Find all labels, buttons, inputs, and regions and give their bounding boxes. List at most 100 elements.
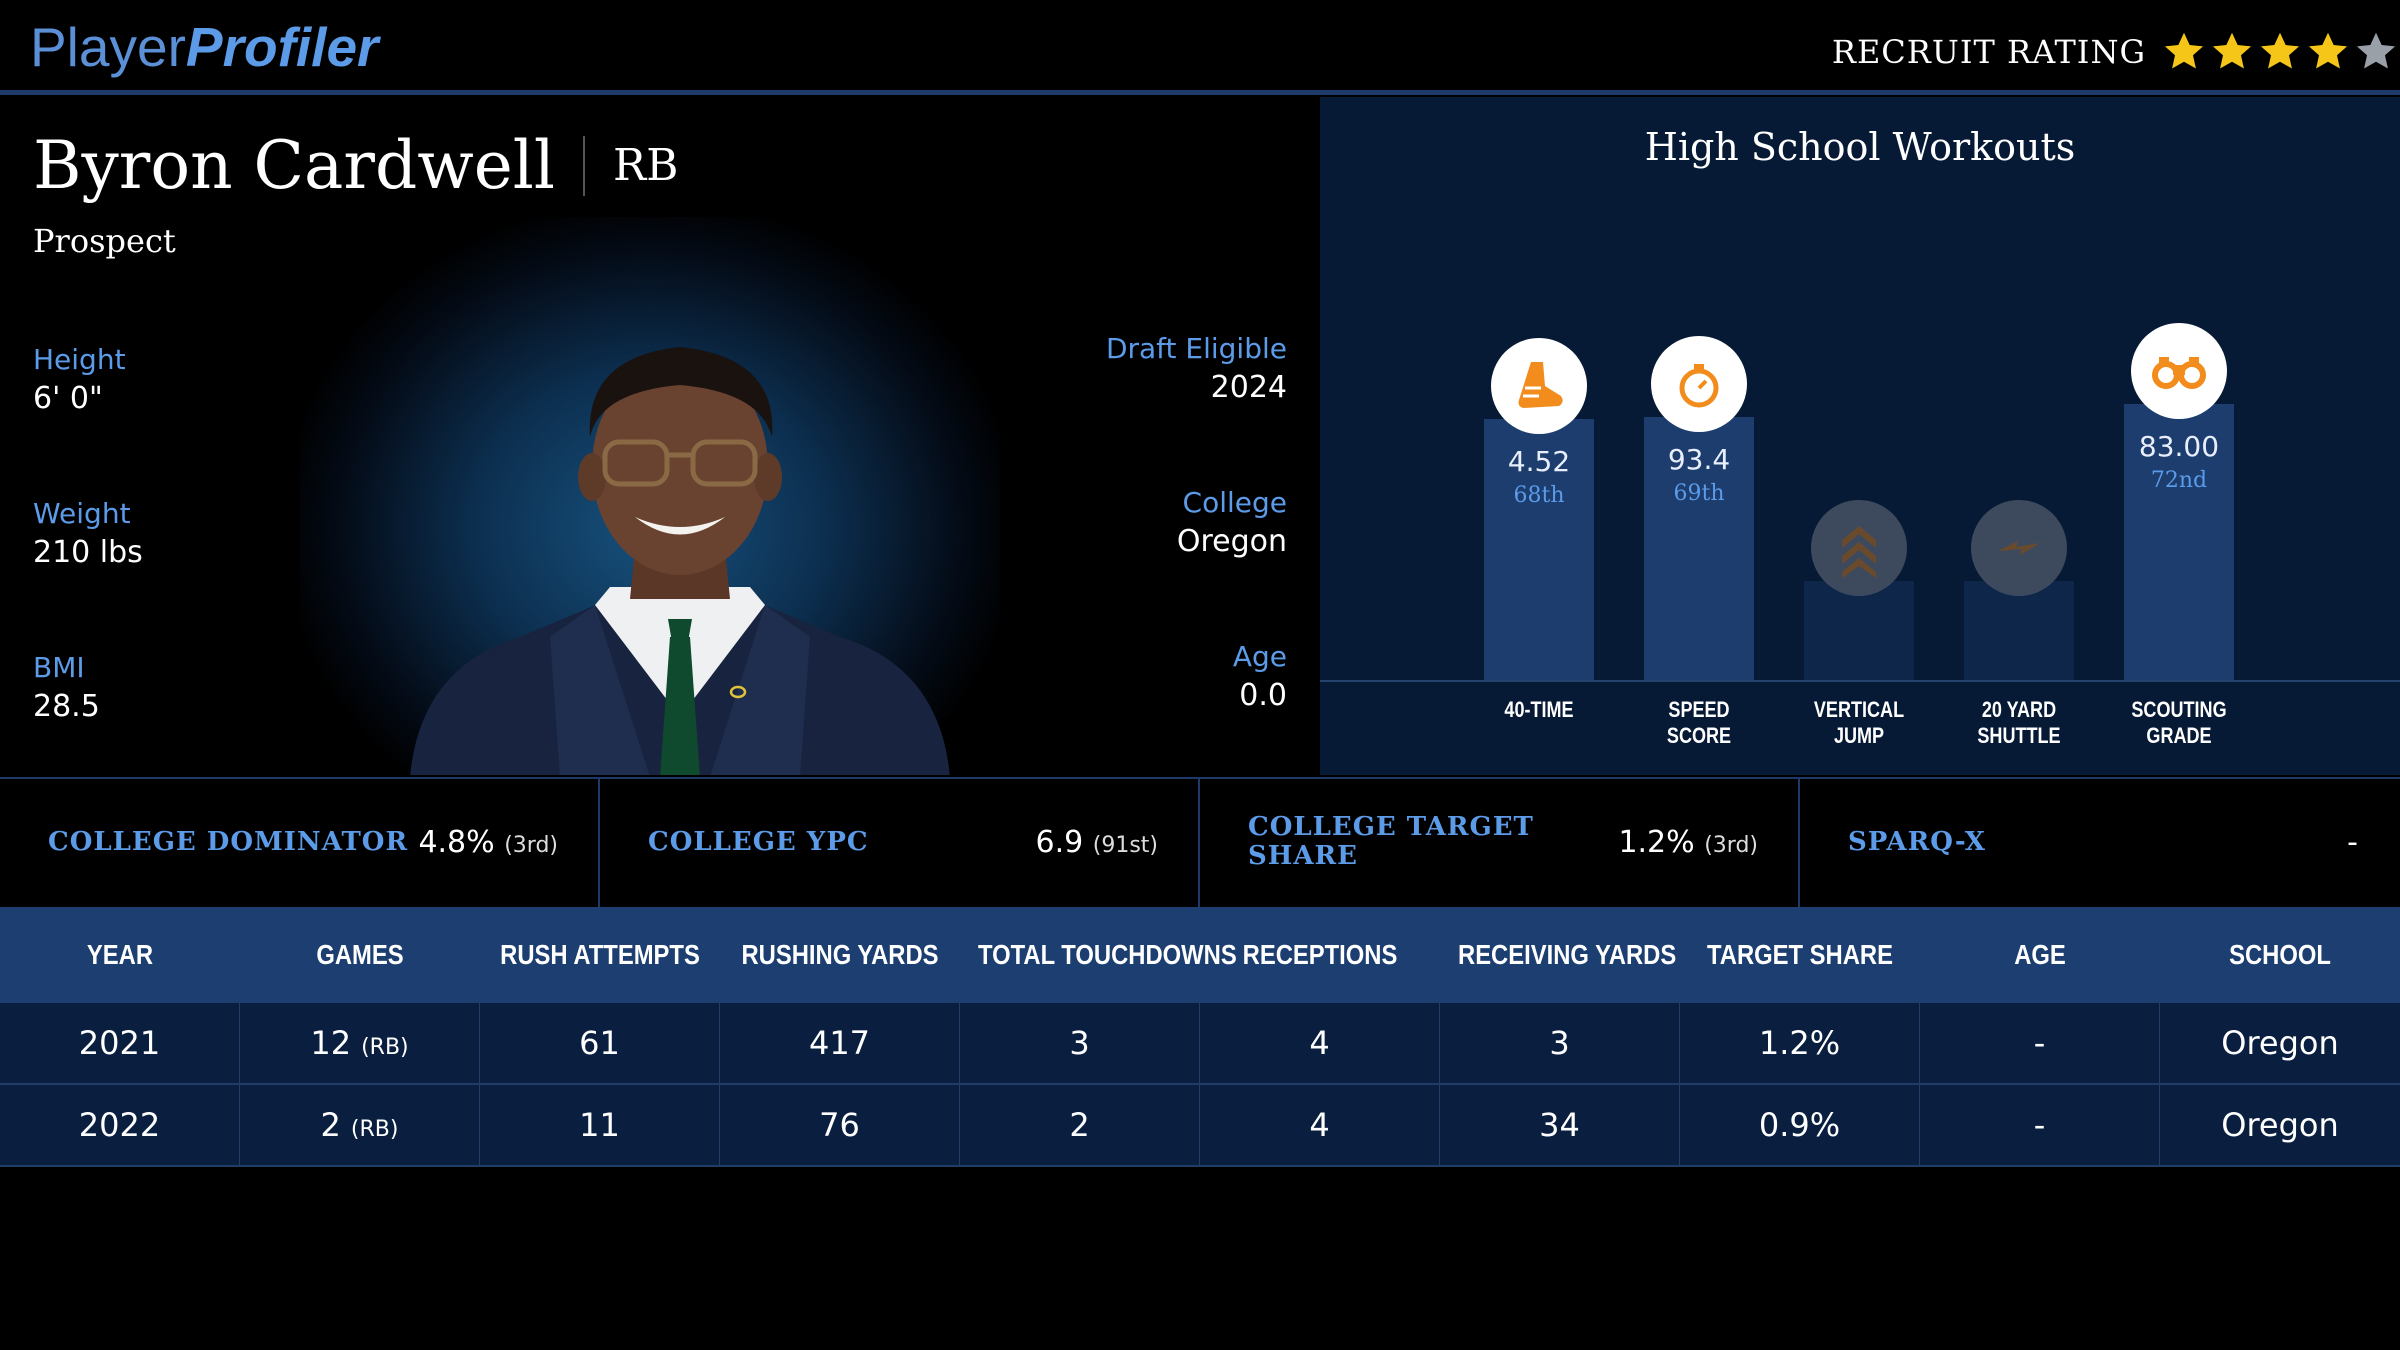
stopwatch-icon — [1651, 336, 1747, 432]
table-row: 2021 12 (RB) 61 417 3 4 3 1.2% - Oregon — [0, 1003, 2400, 1085]
college-label: College — [1182, 486, 1287, 519]
metric-value: 6.9 (91st) — [1035, 825, 1158, 860]
workouts-baseline — [1320, 680, 2400, 682]
cell-rushing-yards: 76 — [720, 1085, 960, 1165]
age-label: Age — [1232, 640, 1287, 673]
metric-value-number: 4.8% — [418, 825, 495, 860]
player-name: Byron Cardwell — [33, 127, 555, 204]
site-header: PlayerProfiler RECRUIT RATING — [0, 0, 2400, 95]
player-position: RB — [612, 140, 679, 191]
cell-rush-attempts: 11 — [480, 1085, 720, 1165]
workout-value-scouting-grade: 83.00 — [2138, 430, 2220, 463]
cell-games: 12 (RB) — [240, 1003, 480, 1083]
table-header-row: YEAR GAMES RUSH ATTEMPTS RUSHING YARDS T… — [0, 907, 2400, 1003]
workout-label-line1: 20 YARD — [1981, 697, 2057, 722]
weight-value: 210 lbs — [33, 535, 143, 570]
workout-label-line1: VERTICAL — [1813, 697, 1905, 722]
workout-value-40-time: 4.52 — [1507, 445, 1571, 478]
bmi-label: BMI — [33, 651, 85, 684]
metric-value: 1.2% (3rd) — [1618, 825, 1758, 860]
column-header-year[interactable]: YEAR — [86, 939, 154, 970]
cell-year: 2021 — [0, 1003, 240, 1083]
workout-label-speed-score: SPEED SCORE — [1633, 697, 1764, 749]
recruit-rating-label: RECRUIT RATING — [1831, 33, 2146, 71]
name-separator — [582, 135, 585, 196]
draft-eligible-label: Draft Eligible — [1105, 332, 1287, 365]
metric-sparq-x: SPARQ-X - — [1800, 779, 2398, 907]
workouts-title: High School Workouts — [1644, 125, 2076, 169]
cell-age: - — [1920, 1003, 2160, 1083]
cell-total-touchdowns: 3 — [960, 1003, 1200, 1083]
workout-label-line1: SPEED — [1668, 697, 1730, 722]
workout-percentile-40-time: 68th — [1513, 483, 1565, 508]
metric-college-dominator: COLLEGE DOMINATOR 4.8% (3rd) — [0, 779, 600, 907]
chevrons-up-icon — [1811, 500, 1907, 596]
college-value: Oregon — [1176, 524, 1287, 559]
logo-text-profiler: Profiler — [185, 16, 379, 78]
high-school-workouts-panel: High School Workouts 4.52 68th 93.4 69th… — [1320, 97, 2400, 775]
cell-games-value: 12 — [310, 1024, 352, 1062]
metric-college-ypc: COLLEGE YPC 6.9 (91st) — [600, 779, 1200, 907]
cell-total-touchdowns: 2 — [960, 1085, 1200, 1165]
workout-percentile-speed-score: 69th — [1673, 481, 1725, 506]
workout-bar-speed-score — [1644, 417, 1754, 680]
cell-age: - — [1920, 1085, 2160, 1165]
cell-games-position: (RB) — [350, 1117, 399, 1142]
workout-percentile-scouting-grade: 72nd — [2150, 468, 2208, 493]
workout-label-vertical-jump: VERTICAL JUMP — [1793, 697, 1924, 749]
cell-school: Oregon — [2221, 1024, 2339, 1062]
column-header-school[interactable]: SCHOOL — [2229, 939, 2331, 970]
player-photo — [410, 347, 950, 775]
column-header-receptions[interactable]: RECEPTIONS — [1242, 939, 1398, 970]
workout-label-20-yard-shuttle: 20 YARD SHUTTLE — [1953, 697, 2084, 749]
column-header-games[interactable]: GAMES — [316, 939, 404, 970]
metric-value: 4.8% (3rd) — [418, 825, 558, 860]
column-header-rushing-yards[interactable]: RUSHING YARDS — [741, 939, 939, 970]
table-row: 2022 2 (RB) 11 76 2 4 34 0.9% - Oregon — [0, 1085, 2400, 1167]
cell-receptions: 4 — [1200, 1085, 1440, 1165]
cell-receptions: 4 — [1200, 1003, 1440, 1083]
workout-label-scouting-grade: SCOUTING GRADE — [2113, 697, 2244, 749]
column-header-total-touchdowns[interactable]: TOTAL TOUCHDOWNS — [978, 939, 1237, 970]
workout-label-line2: GRADE — [2146, 723, 2212, 748]
height-label: Height — [33, 343, 126, 376]
column-header-rush-attempts[interactable]: RUSH ATTEMPTS — [500, 939, 700, 970]
cell-target-share: 0.9% — [1680, 1085, 1920, 1165]
player-status: Prospect — [33, 222, 176, 260]
metric-label-line2: SHARE — [1248, 841, 1358, 871]
star-filled-icon — [2164, 32, 2204, 69]
cell-rush-attempts: 61 — [480, 1003, 720, 1083]
lightning-icon — [1971, 500, 2067, 596]
player-name-row: Byron Cardwell RB — [33, 127, 678, 204]
workout-label-line1: 40-TIME — [1504, 697, 1574, 722]
workout-bar-20-yard-shuttle — [1964, 581, 2074, 680]
metric-label: COLLEGE TARGET SHARE — [1248, 813, 1534, 871]
cell-rushing-yards: 417 — [720, 1003, 960, 1083]
star-filled-icon — [2260, 32, 2300, 69]
metric-label-line1: COLLEGE TARGET — [1248, 812, 1534, 842]
cell-target-share: 1.2% — [1680, 1003, 1920, 1083]
metric-rank: (91st) — [1092, 833, 1158, 858]
star-filled-icon — [2308, 32, 2348, 69]
metric-label: SPARQ-X — [1848, 827, 1986, 857]
logo-text-player: Player — [30, 16, 186, 78]
recruit-rating: RECRUIT RATING — [1832, 22, 2400, 82]
draft-eligible-value: 2024 — [1210, 370, 1287, 405]
column-header-target-share[interactable]: TARGET SHARE — [1706, 939, 1893, 970]
workout-label-line2: SHUTTLE — [1977, 723, 2061, 748]
workout-bar-40-time — [1484, 419, 1594, 680]
workout-label-line2: SCORE — [1666, 723, 1732, 748]
site-logo[interactable]: PlayerProfiler — [30, 12, 378, 82]
metric-rank: (3rd) — [504, 833, 558, 858]
bmi-value: 28.5 — [33, 689, 100, 724]
cell-school: Oregon — [2221, 1106, 2339, 1144]
column-header-age[interactable]: AGE — [2014, 939, 2066, 970]
column-header-receiving-yards[interactable]: RECEIVING YARDS — [1458, 939, 1677, 970]
metric-value-number: - — [2347, 825, 2358, 860]
college-metrics-strip: COLLEGE DOMINATOR 4.8% (3rd) COLLEGE YPC… — [0, 777, 2400, 907]
metric-value: - — [2347, 825, 2358, 860]
binoculars-icon — [2131, 323, 2227, 419]
cell-games: 2 (RB) — [240, 1085, 480, 1165]
age-value: 0.0 — [1239, 678, 1287, 713]
running-shoe-icon — [1491, 338, 1587, 434]
